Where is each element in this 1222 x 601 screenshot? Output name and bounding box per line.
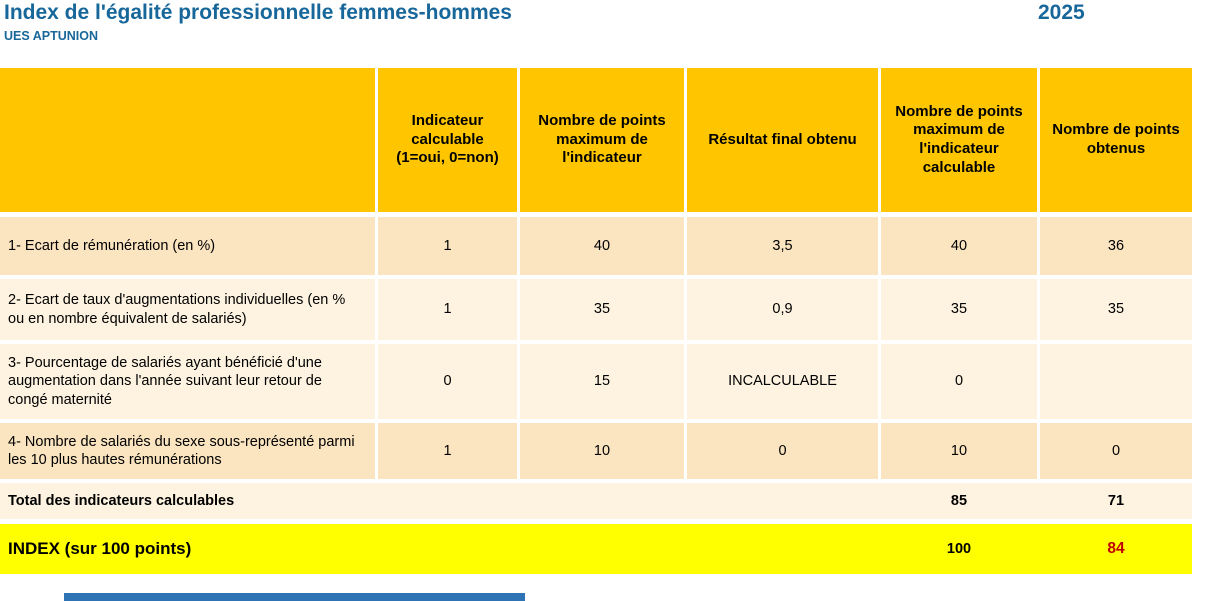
header-cell-calculable: Indicateur calculable (1=oui, 0=non) — [378, 68, 517, 212]
report-year: 2025 — [1038, 1, 1085, 24]
max-points-value: 15 — [520, 344, 684, 419]
max-calculable-value: 40 — [881, 217, 1037, 275]
index-empty-cell — [520, 524, 684, 574]
max-calculable-value: 35 — [881, 279, 1037, 340]
calculable-value: 1 — [378, 423, 517, 479]
page-title: Index de l'égalité professionnelle femme… — [4, 1, 512, 24]
total-empty-cell — [378, 483, 517, 519]
company-name: UES APTUNION — [4, 29, 98, 43]
indicator-label: 2- Ecart de taux d'augmentations individ… — [0, 279, 375, 340]
header-cell-max-calculable: Nombre de points maximum de l'indicateur… — [881, 68, 1037, 212]
index-table: Indicateur calculable (1=oui, 0=non) Nom… — [0, 68, 1192, 574]
max-calculable-value: 10 — [881, 423, 1037, 479]
indicator-label: 1- Ecart de rémunération (en %) — [0, 217, 375, 275]
result-value: 0 — [687, 423, 878, 479]
result-value: 3,5 — [687, 217, 878, 275]
bottom-strip — [64, 593, 525, 601]
header-cell-points-obtained: Nombre de points obtenus — [1040, 68, 1192, 212]
total-empty-cell — [520, 483, 684, 519]
total-row: Total des indicateurs calculables 85 71 — [0, 483, 1192, 519]
max-points-value: 35 — [520, 279, 684, 340]
table-row: 3- Pourcentage de salariés ayant bénéfic… — [0, 344, 1192, 419]
obtained-value: 0 — [1040, 423, 1192, 479]
index-empty-cell — [687, 524, 878, 574]
max-calculable-value: 0 — [881, 344, 1037, 419]
indicator-label: 4- Nombre de salariés du sexe sous-repré… — [0, 423, 375, 479]
index-empty-cell — [378, 524, 517, 574]
total-label: Total des indicateurs calculables — [8, 492, 235, 509]
index-score: 84 — [1107, 540, 1125, 558]
header-cell-result: Résultat final obtenu — [687, 68, 878, 212]
result-value: 0,9 — [687, 279, 878, 340]
max-points-value: 10 — [520, 423, 684, 479]
calculable-value: 1 — [378, 217, 517, 275]
header-cell-max-points: Nombre de points maximum de l'indicateur — [520, 68, 684, 212]
index-row: INDEX (sur 100 points) 100 84 — [0, 524, 1192, 574]
table-row: 4- Nombre de salariés du sexe sous-repré… — [0, 423, 1192, 479]
total-max-calculable: 85 — [950, 492, 968, 509]
header-cell-empty — [0, 68, 375, 212]
table-row: 1- Ecart de rémunération (en %) 1 40 3,5… — [0, 217, 1192, 275]
obtained-value — [1040, 344, 1192, 419]
table-row: 2- Ecart de taux d'augmentations individ… — [0, 279, 1192, 340]
obtained-value: 36 — [1040, 217, 1192, 275]
indicator-label: 3- Pourcentage de salariés ayant bénéfic… — [0, 344, 375, 419]
max-points-value: 40 — [520, 217, 684, 275]
index-max: 100 — [946, 540, 972, 557]
obtained-value: 35 — [1040, 279, 1192, 340]
index-label: INDEX (sur 100 points) — [8, 539, 192, 559]
total-obtained: 71 — [1107, 492, 1125, 509]
total-empty-cell — [687, 483, 878, 519]
calculable-value: 0 — [378, 344, 517, 419]
table-header-row: Indicateur calculable (1=oui, 0=non) Nom… — [0, 68, 1192, 212]
calculable-value: 1 — [378, 279, 517, 340]
result-value: INCALCULABLE — [687, 344, 878, 419]
